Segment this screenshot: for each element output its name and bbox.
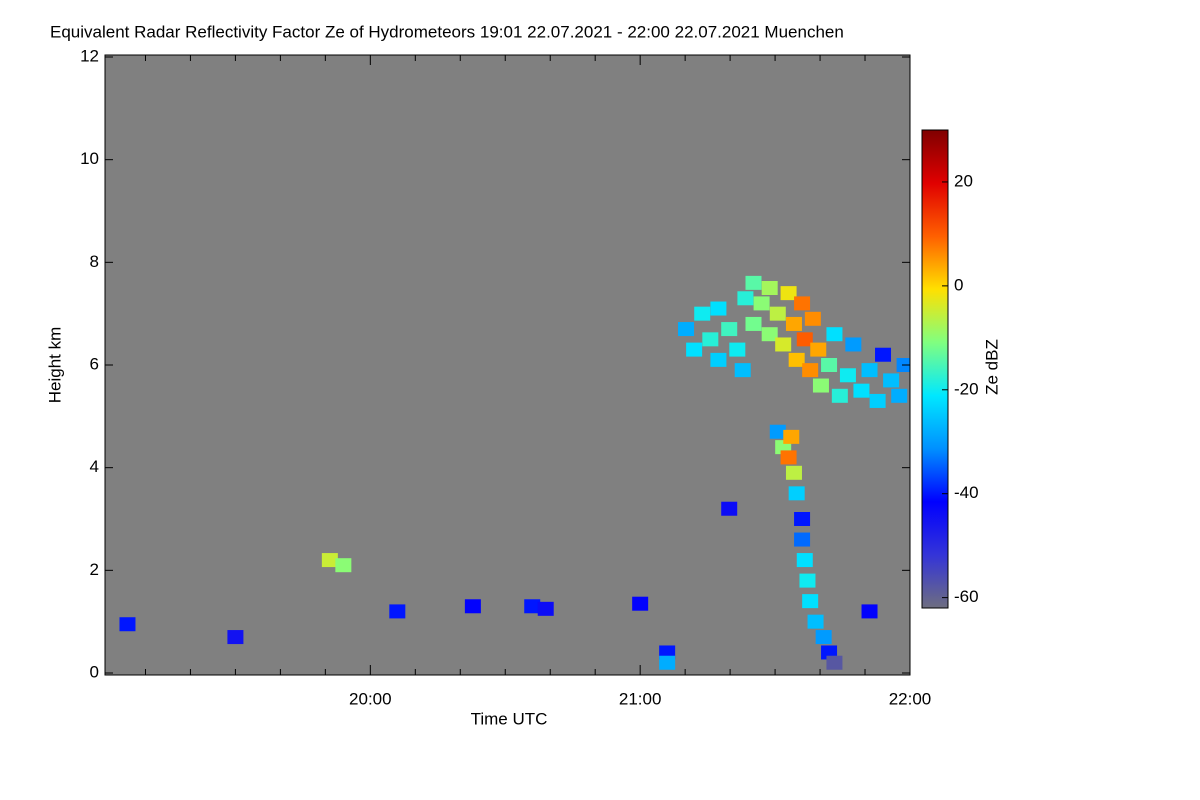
y-tick-label: 12 xyxy=(80,46,99,65)
colorbar-label: Ze dBZ xyxy=(982,339,1001,395)
echo-cell xyxy=(831,388,848,403)
y-tick-label: 0 xyxy=(90,662,99,681)
echo-cell xyxy=(769,306,786,321)
echo-cell xyxy=(785,316,802,331)
echo-cell xyxy=(678,322,695,337)
colorbar-tick-label: 0 xyxy=(954,275,963,294)
colorbar-tick-label: -20 xyxy=(954,379,979,398)
echo-cell xyxy=(785,465,802,480)
echo-cells xyxy=(119,275,910,670)
echo-cell xyxy=(227,630,244,645)
echo-cell xyxy=(783,429,800,444)
echo-cell xyxy=(839,368,856,383)
colorbar-tick-label: -40 xyxy=(954,483,979,502)
y-tick-label: 4 xyxy=(90,457,99,476)
y-tick-label: 8 xyxy=(90,252,99,271)
echo-cell xyxy=(845,337,862,352)
echo-cell xyxy=(464,599,481,614)
echo-cell xyxy=(883,373,900,388)
echo-cell xyxy=(769,424,786,439)
y-tick-label: 2 xyxy=(90,560,99,579)
echo-cell xyxy=(729,342,746,357)
echo-cell xyxy=(335,558,352,573)
echo-cell xyxy=(710,301,727,316)
echo-cell xyxy=(702,332,719,347)
echo-cell xyxy=(812,378,829,393)
x-axis-label: Time UTC xyxy=(471,709,548,728)
chart-title: Equivalent Radar Reflectivity Factor Ze … xyxy=(50,22,844,41)
echo-cell xyxy=(737,291,754,306)
echo-cell xyxy=(788,486,805,501)
echo-cell xyxy=(861,604,878,619)
x-tick-label: 20:00 xyxy=(349,689,392,708)
echo-cell xyxy=(821,358,838,372)
echo-cell xyxy=(119,617,136,632)
echo-cell xyxy=(794,532,811,547)
echo-cell xyxy=(321,553,338,568)
echo-cell xyxy=(761,281,778,295)
echo-cell xyxy=(869,393,886,408)
echo-cell xyxy=(632,596,649,611)
echo-cell xyxy=(799,573,816,588)
plot-background xyxy=(105,55,910,675)
y-tick-label: 10 xyxy=(80,149,99,168)
echo-cell xyxy=(780,286,797,301)
echo-cell xyxy=(659,655,676,670)
echo-cell xyxy=(734,363,751,378)
colorbar-tick-label: 20 xyxy=(954,171,973,190)
echo-cell xyxy=(775,337,792,352)
echo-cell xyxy=(826,327,843,342)
echo-cell xyxy=(796,553,813,568)
echo-cell xyxy=(794,512,811,526)
echo-cell xyxy=(753,296,770,311)
echo-cell xyxy=(745,316,762,331)
echo-cell xyxy=(826,655,843,670)
y-tick-label: 6 xyxy=(90,354,99,373)
echo-cell xyxy=(802,363,819,378)
echo-cell xyxy=(721,501,738,516)
echo-cell xyxy=(815,630,832,645)
echo-cell xyxy=(891,388,908,403)
echo-cell xyxy=(761,327,778,342)
echo-cell xyxy=(780,450,797,465)
echo-cell xyxy=(694,306,711,321)
colorbar-tick-label: -60 xyxy=(954,587,979,606)
echo-cell xyxy=(389,604,406,619)
x-tick-label: 22:00 xyxy=(889,689,932,708)
echo-cell xyxy=(810,342,827,357)
echo-cell xyxy=(802,594,819,609)
echo-cell xyxy=(710,352,727,367)
x-tick-label: 21:00 xyxy=(619,689,662,708)
y-axis-label: Height km xyxy=(45,327,64,404)
echo-cell xyxy=(745,275,762,290)
echo-cell xyxy=(853,383,870,398)
echo-cell xyxy=(875,347,892,362)
echo-cell xyxy=(807,614,824,629)
echo-cell xyxy=(686,342,703,357)
echo-cell xyxy=(796,332,813,347)
echo-cell xyxy=(861,363,878,378)
echo-cell xyxy=(788,352,805,367)
echo-cell xyxy=(524,599,541,614)
echo-cell xyxy=(804,311,821,326)
echo-cell xyxy=(794,296,811,311)
echo-cell xyxy=(721,322,738,337)
colorbar xyxy=(921,129,949,609)
echo-cell xyxy=(537,601,554,616)
